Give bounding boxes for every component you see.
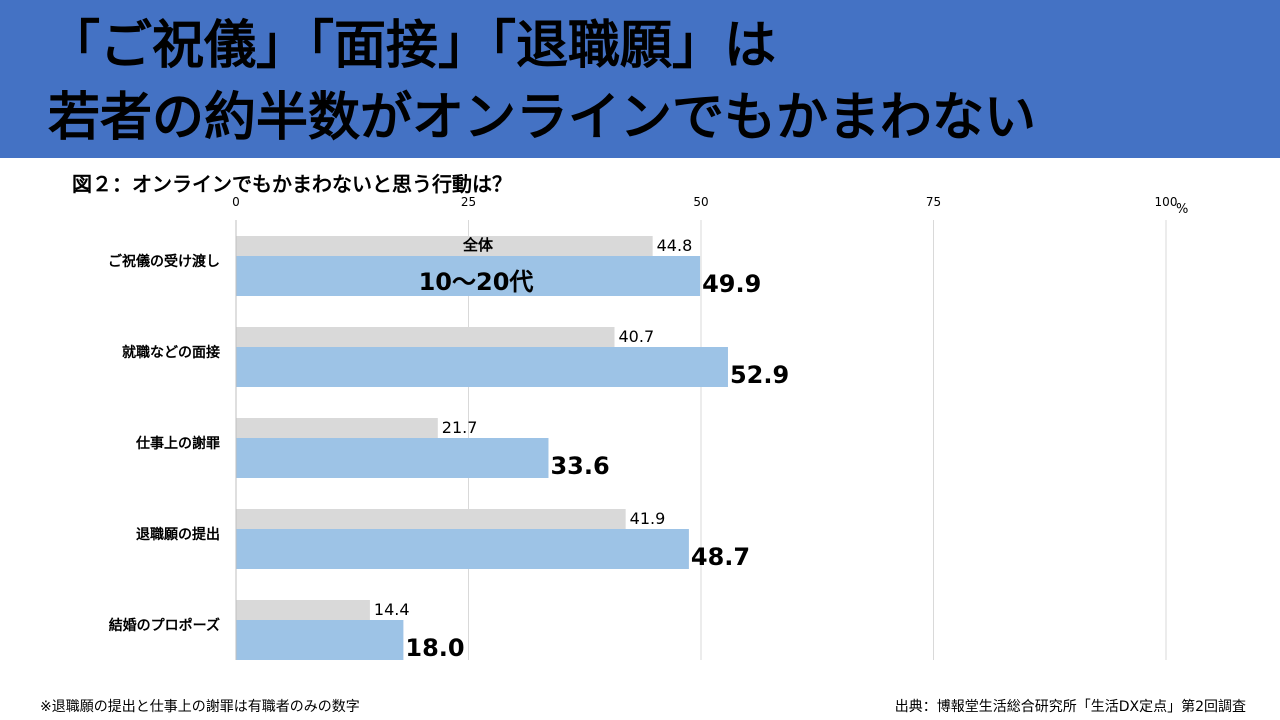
title-banner: 「ご祝儀」「面接」「退職願」は 若者の約半数がオンラインでもかまわない — [0, 0, 1280, 158]
bar-young — [236, 438, 549, 478]
data-label-young: 18.0 — [405, 634, 464, 662]
data-label-overall: 44.8 — [657, 236, 693, 255]
x-tick-label: 25 — [461, 195, 476, 209]
bar-young — [236, 529, 689, 569]
data-label-overall: 40.7 — [619, 327, 655, 346]
data-label-young: 48.7 — [691, 543, 750, 571]
footnote: ※退職願の提出と仕事上の謝罪は有職者のみの数字 — [40, 699, 360, 715]
bar-young — [236, 620, 404, 660]
data-label-young: 52.9 — [730, 361, 789, 389]
x-tick-label: 100 — [1155, 195, 1178, 209]
chart-title: 図２：オンラインでもかまわないと思う行動は？ — [72, 172, 512, 196]
data-label-overall: 41.9 — [630, 509, 666, 528]
headline-line-2: 若者の約半数がオンラインでもかまわない — [48, 88, 1037, 148]
bar-overall — [236, 327, 615, 347]
series-label-overall: 全体 — [462, 236, 494, 254]
bar-overall — [236, 600, 370, 620]
data-label-young: 49.9 — [702, 270, 761, 298]
bar-overall — [236, 509, 626, 529]
data-label-overall: 21.7 — [442, 418, 478, 437]
series-label-young: 10～20代 — [419, 268, 534, 296]
bar-young — [236, 256, 701, 296]
bar-overall — [236, 236, 653, 256]
category-label: 就職などの面接 — [122, 344, 220, 361]
data-label-overall: 14.4 — [374, 600, 410, 619]
bar-young — [236, 347, 728, 387]
x-tick-label: 0 — [232, 195, 240, 209]
bar-overall — [236, 418, 438, 438]
headline-line-1: 「ご祝儀」「面接」「退職願」は — [48, 16, 777, 76]
category-label: 結婚のプロポーズ — [109, 617, 220, 634]
x-tick-label: 75 — [926, 195, 941, 209]
category-label: ご祝儀の受け渡し — [108, 253, 220, 270]
category-label: 退職願の提出 — [136, 526, 220, 543]
data-label-young: 33.6 — [550, 452, 609, 480]
x-tick-label: 50 — [693, 195, 708, 209]
category-label: 仕事上の謝罪 — [135, 435, 220, 452]
source-note: 出典：博報堂生活総合研究所「生活DX定点」第2回調査 — [894, 699, 1246, 715]
x-axis-unit: % — [1176, 202, 1188, 217]
